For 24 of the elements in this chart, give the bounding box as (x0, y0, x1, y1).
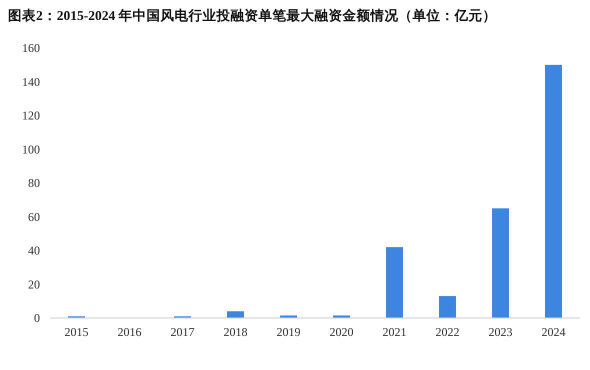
bar (492, 208, 509, 318)
x-tick-label: 2024 (542, 325, 566, 339)
y-tick-label: 60 (28, 210, 40, 224)
y-tick-label: 0 (34, 311, 40, 325)
y-tick-label: 120 (22, 108, 40, 122)
bar (386, 247, 403, 318)
x-tick-label: 2021 (382, 325, 406, 339)
x-tick-label: 2018 (224, 325, 248, 339)
x-tick-label: 2017 (170, 325, 194, 339)
x-tick-label: 2023 (488, 325, 512, 339)
x-tick-label: 2022 (436, 325, 460, 339)
x-tick-label: 2015 (64, 325, 88, 339)
y-tick-label: 160 (22, 41, 40, 55)
bar (545, 64, 562, 318)
x-tick-label: 2016 (118, 325, 142, 339)
x-tick-label: 2019 (276, 325, 300, 339)
y-tick-label: 40 (28, 244, 40, 258)
y-tick-label: 140 (22, 74, 40, 89)
chart-title: 图表2：2015-2024 年中国风电行业投融资单笔最大融资金额情况（单位：亿元） (8, 7, 497, 23)
bar (439, 296, 456, 318)
y-tick-label: 20 (28, 277, 40, 292)
x-tick-label: 2020 (330, 325, 354, 339)
y-tick-label: 80 (28, 176, 40, 190)
y-tick-label: 100 (22, 142, 40, 156)
